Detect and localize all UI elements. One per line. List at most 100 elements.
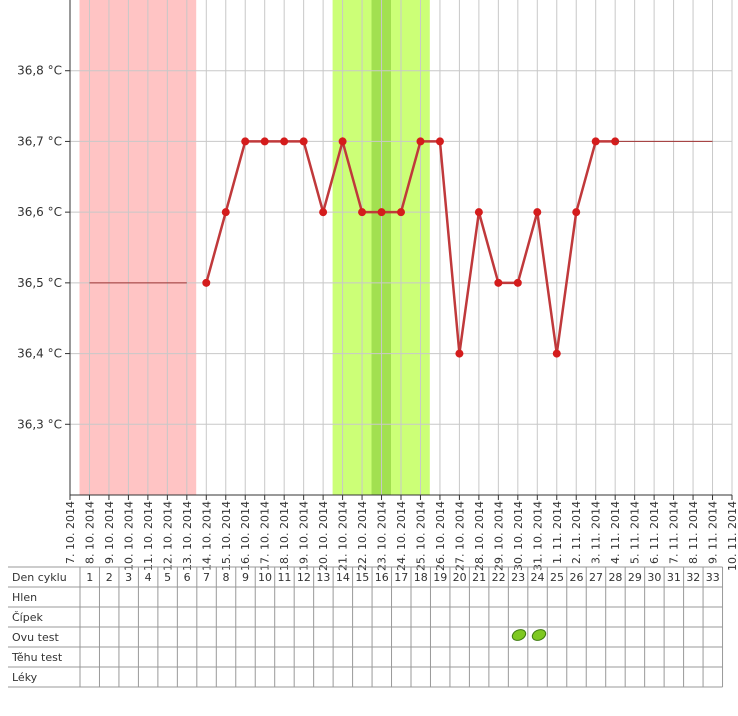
cycle-day: 18 — [414, 571, 428, 584]
x-tick-label: 9. 10. 2014 — [103, 501, 116, 564]
x-tick-label: 5. 11. 2014 — [629, 501, 642, 564]
x-tick-label: 29. 10. 2014 — [492, 501, 505, 571]
cycle-day: 13 — [316, 571, 330, 584]
cycle-day: 25 — [550, 571, 564, 584]
x-tick-label: 20. 10. 2014 — [317, 501, 330, 571]
x-tick-label: 21. 10. 2014 — [337, 501, 350, 571]
cycle-day: 19 — [433, 571, 447, 584]
row-label: Den cyklu — [12, 571, 67, 584]
point — [572, 208, 581, 217]
point — [513, 278, 522, 287]
ovu-icon — [511, 629, 527, 641]
cycle-day: 11 — [277, 571, 291, 584]
x-tick-label: 22. 10. 2014 — [356, 501, 369, 571]
cycle-day: 27 — [589, 571, 603, 584]
y-tick-label: 36,8 °C — [17, 64, 62, 78]
x-tick-label: 10. 11. 2014 — [726, 501, 738, 571]
cycle-day: 24 — [531, 571, 545, 584]
menstruation-band — [79, 0, 197, 495]
cycle-day: 4 — [145, 571, 152, 584]
cycle-day: 17 — [394, 571, 408, 584]
x-tick-label: 13. 10. 2014 — [181, 501, 194, 571]
ovu-icons — [511, 629, 547, 641]
point — [416, 137, 425, 146]
point — [260, 137, 269, 146]
row-label: Léky — [12, 671, 38, 684]
x-tick-label: 28. 10. 2014 — [473, 501, 486, 571]
row-label: Těhu test — [11, 651, 63, 664]
x-tick-label: 8. 10. 2014 — [83, 501, 96, 564]
cycle-day: 9 — [242, 571, 249, 584]
point — [241, 137, 250, 146]
cycle-day: 14 — [336, 571, 350, 584]
point — [377, 208, 386, 217]
cycle-day: 22 — [492, 571, 506, 584]
row-label: Čípek — [12, 611, 43, 624]
x-tick-label: 25. 10. 2014 — [414, 501, 427, 571]
cycle-day: 5 — [164, 571, 171, 584]
x-tick-label: 7. 10. 2014 — [64, 501, 77, 564]
x-tick-label: 15. 10. 2014 — [220, 501, 233, 571]
point — [435, 137, 444, 146]
point — [552, 349, 561, 358]
point — [494, 278, 503, 287]
point — [591, 137, 600, 146]
cycle-day: 33 — [706, 571, 720, 584]
x-tick-label: 18. 10. 2014 — [278, 501, 291, 571]
x-tick-label: 16. 10. 2014 — [239, 501, 252, 571]
x-tick-label: 12. 10. 2014 — [161, 501, 174, 571]
y-tick-label: 36,7 °C — [17, 134, 62, 148]
x-tick-label: 9. 11. 2014 — [707, 501, 720, 564]
cycle-day: 2 — [106, 571, 113, 584]
point — [319, 208, 328, 217]
cycle-day: 32 — [686, 571, 700, 584]
cycle-day: 7 — [203, 571, 210, 584]
cycle-day: 3 — [125, 571, 132, 584]
cycle-day: 26 — [570, 571, 584, 584]
point — [221, 208, 230, 217]
cycle-day: 20 — [453, 571, 467, 584]
x-tick-label: 24. 10. 2014 — [395, 501, 408, 571]
x-tick-label: 11. 10. 2014 — [142, 501, 155, 571]
x-tick-label: 27. 10. 2014 — [453, 501, 466, 571]
y-tick-label: 36,4 °C — [17, 347, 62, 361]
cycle-day: 31 — [667, 571, 681, 584]
x-tick-label: 14. 10. 2014 — [200, 501, 213, 571]
point — [338, 137, 347, 146]
x-tick-label: 2. 11. 2014 — [570, 501, 583, 564]
x-tick-label: 23. 10. 2014 — [376, 501, 389, 571]
x-tick-label: 31. 10. 2014 — [531, 501, 544, 571]
y-tick-label: 36,5 °C — [17, 276, 62, 290]
cycle-day: 15 — [355, 571, 369, 584]
point — [299, 137, 308, 146]
x-tick-label: 4. 11. 2014 — [609, 501, 622, 564]
point — [202, 278, 211, 287]
x-tick-label: 17. 10. 2014 — [259, 501, 272, 571]
x-tick-label: 8. 11. 2014 — [687, 501, 700, 564]
row-label: Hlen — [12, 591, 37, 604]
point — [358, 208, 367, 217]
cycle-day: 21 — [472, 571, 486, 584]
temperature-line — [205, 136, 616, 354]
point — [397, 208, 405, 217]
cycle-day: 12 — [297, 571, 311, 584]
cycle-day: 29 — [628, 571, 642, 584]
x-tick-label: 30. 10. 2014 — [512, 501, 525, 571]
point — [455, 349, 464, 358]
cycle-day: 28 — [608, 571, 622, 584]
x-tick-label: 19. 10. 2014 — [298, 501, 311, 571]
cycle-day: 1 — [86, 571, 93, 584]
x-tick-label: 10. 10. 2014 — [122, 501, 135, 571]
cycle-day: 30 — [647, 571, 661, 584]
point — [474, 208, 483, 217]
x-tick-label: 1. 11. 2014 — [551, 501, 564, 564]
cycle-day: 10 — [258, 571, 272, 584]
x-tick-label: 6. 11. 2014 — [648, 501, 661, 564]
point — [280, 137, 289, 146]
y-tick-label: 36,3 °C — [17, 417, 62, 431]
y-tick-label: 36,6 °C — [17, 205, 62, 219]
x-tick-label: 26. 10. 2014 — [434, 501, 447, 571]
point — [533, 208, 542, 217]
cycle-day: 23 — [511, 571, 525, 584]
